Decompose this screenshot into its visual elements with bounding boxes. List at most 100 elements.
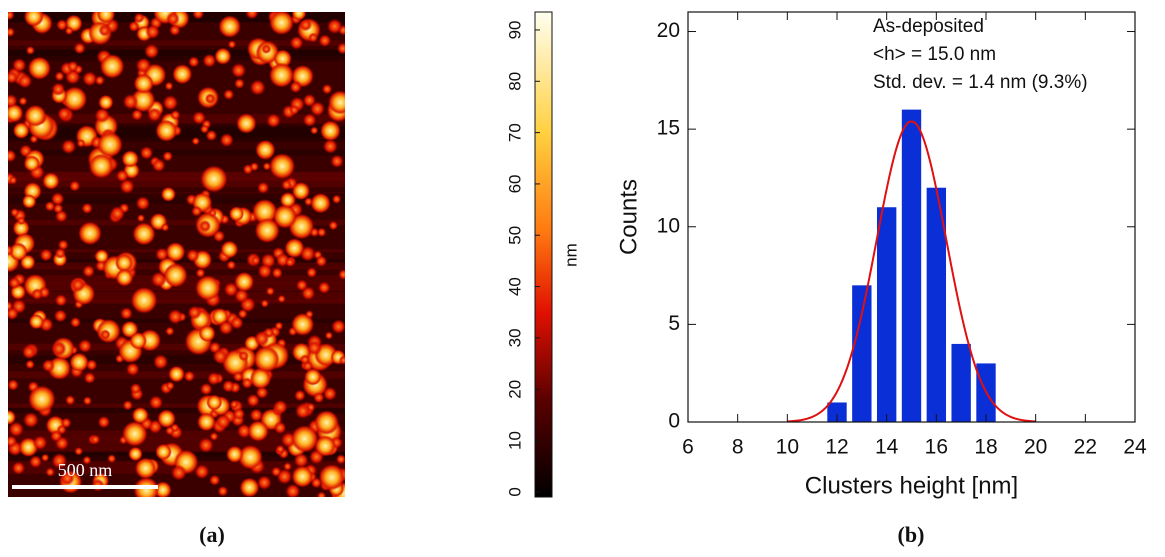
colorbar-tick-label: 0 (505, 487, 524, 496)
cluster (275, 444, 285, 454)
cluster (236, 113, 257, 134)
cluster (306, 267, 318, 278)
cluster (28, 314, 45, 330)
cluster (170, 109, 181, 121)
bar (852, 285, 872, 422)
x-tick-label: 8 (732, 436, 744, 459)
cluster (188, 56, 200, 68)
bar (901, 109, 922, 422)
cluster (97, 415, 111, 429)
cluster (250, 255, 261, 266)
cluster (245, 12, 259, 20)
stripe (8, 40, 345, 46)
cluster (226, 260, 236, 270)
cluster (214, 47, 232, 65)
cluster (291, 181, 311, 201)
caption: (a) (199, 522, 225, 547)
y-tick-label: 0 (668, 410, 680, 433)
cluster (64, 26, 74, 36)
cluster (155, 119, 178, 142)
stripe (8, 219, 345, 226)
cluster (238, 444, 263, 470)
colorbar-tick-label: 30 (505, 328, 524, 347)
cluster (269, 62, 295, 88)
cluster (309, 227, 320, 238)
cluster (133, 12, 145, 24)
colorbar (534, 11, 553, 498)
cluster (132, 222, 156, 246)
cluster (70, 316, 81, 328)
cluster (21, 344, 37, 360)
cluster (134, 457, 157, 480)
cluster (23, 12, 44, 27)
cluster (160, 223, 170, 232)
cluster (25, 359, 35, 370)
cluster (302, 93, 317, 108)
cluster (41, 359, 55, 373)
cluster (318, 464, 345, 491)
cluster (257, 263, 273, 279)
cluster (299, 18, 313, 32)
colorbar-tick-label: 40 (505, 277, 524, 296)
cluster (122, 421, 148, 447)
colorbar-tick-label: 20 (505, 380, 524, 399)
x-tick-label: 6 (682, 436, 694, 459)
cluster (194, 464, 210, 480)
cluster (22, 412, 39, 428)
cluster (51, 340, 67, 357)
annotation: Std. dev. = 1.4 nm (9.3%) (873, 72, 1088, 93)
cluster (241, 377, 253, 389)
stripe (8, 193, 345, 204)
cluster (249, 79, 266, 96)
stripe (8, 343, 345, 351)
cluster (223, 89, 235, 100)
cluster (265, 286, 275, 296)
cluster (27, 56, 51, 80)
cluster (192, 111, 206, 125)
cluster (62, 86, 88, 112)
stripe (8, 403, 345, 408)
cluster (129, 332, 147, 350)
cluster (69, 352, 89, 372)
cluster (153, 354, 169, 370)
cluster (205, 129, 218, 142)
cluster (41, 453, 50, 462)
cluster (155, 247, 169, 262)
cluster (249, 162, 259, 172)
cluster (136, 214, 145, 223)
cluster (165, 381, 175, 391)
stripe (8, 408, 345, 414)
plot-frame (687, 11, 1136, 423)
cluster (314, 435, 336, 457)
cluster (116, 169, 129, 183)
cluster (249, 367, 272, 390)
cluster (247, 420, 269, 442)
x-tick-label: 12 (825, 436, 848, 459)
y-tick-label: 5 (668, 312, 680, 335)
cluster (98, 94, 114, 110)
cluster (81, 202, 93, 214)
cluster (99, 54, 125, 79)
cluster (302, 113, 317, 127)
cluster (130, 383, 142, 395)
cluster (232, 407, 246, 421)
cluster (90, 434, 101, 445)
cluster (283, 462, 292, 471)
stripe (8, 178, 345, 188)
cluster (167, 309, 184, 325)
cluster (8, 409, 16, 425)
cluster (186, 249, 200, 263)
cluster (94, 107, 110, 124)
cluster (148, 395, 164, 410)
cluster (338, 355, 345, 365)
cluster (56, 424, 67, 435)
cluster (44, 201, 56, 212)
cluster (261, 44, 272, 54)
cluster (195, 275, 221, 301)
cluster (239, 477, 260, 497)
cluster (152, 158, 166, 173)
y-tick-label: 15 (657, 117, 680, 140)
cluster (61, 139, 77, 155)
cluster (119, 179, 135, 194)
